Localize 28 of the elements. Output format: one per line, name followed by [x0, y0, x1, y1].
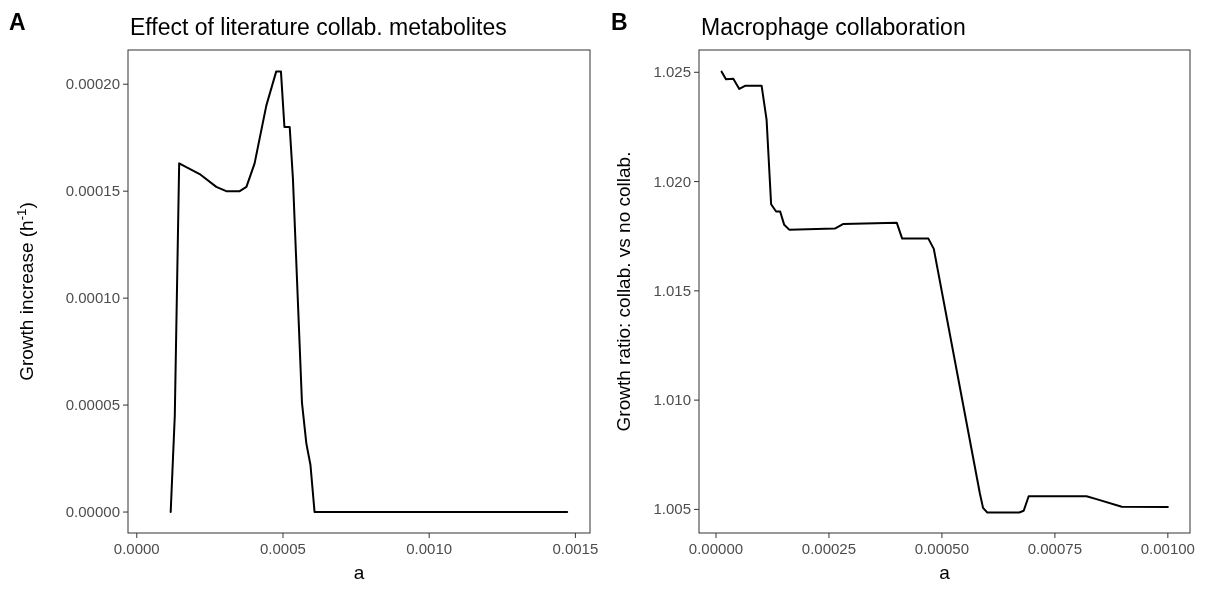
y-tick-label: 0.00020: [65, 75, 120, 93]
x-tick-label: 0.00025: [801, 540, 857, 557]
y-tick-label: 0.00015: [65, 182, 120, 200]
x-tick-label: 0.00000: [688, 540, 744, 557]
text: B: [611, 9, 628, 35]
x-tick-label: 0.0010: [406, 540, 453, 557]
line-series: [720, 70, 1169, 514]
chart-title: Effect of literature collab. metabolites: [130, 14, 507, 40]
y-tick-label: 0.00005: [65, 396, 120, 414]
y-tick-label: 1.020: [653, 172, 691, 190]
x-tick-label: 0.00100: [1140, 540, 1195, 557]
chart-title: Macrophage collaboration: [701, 14, 966, 40]
y-tick-label: 0.00000: [65, 503, 120, 521]
x-tick-label: 0.0005: [260, 540, 306, 557]
text: A: [9, 9, 26, 35]
y-tick-label: 0.00010: [65, 289, 120, 307]
x-tick-label: 0.0015: [552, 540, 599, 557]
x-tick-label: 0.00075: [1027, 540, 1083, 557]
y-axis-title: Growth ratio: collab. vs no collab.: [613, 151, 634, 432]
y-tick-label: 1.010: [653, 391, 691, 409]
y-tick-label: 1.005: [653, 500, 691, 518]
x-axis-title: a: [353, 562, 365, 583]
y-tick-label: 1.025: [653, 63, 691, 81]
x-tick-label: 0.00050: [914, 540, 970, 557]
line-series: [169, 70, 569, 514]
x-axis-title: a: [939, 562, 951, 583]
y-tick-label: 1.015: [653, 281, 691, 299]
x-tick-label: 0.0000: [113, 540, 160, 557]
